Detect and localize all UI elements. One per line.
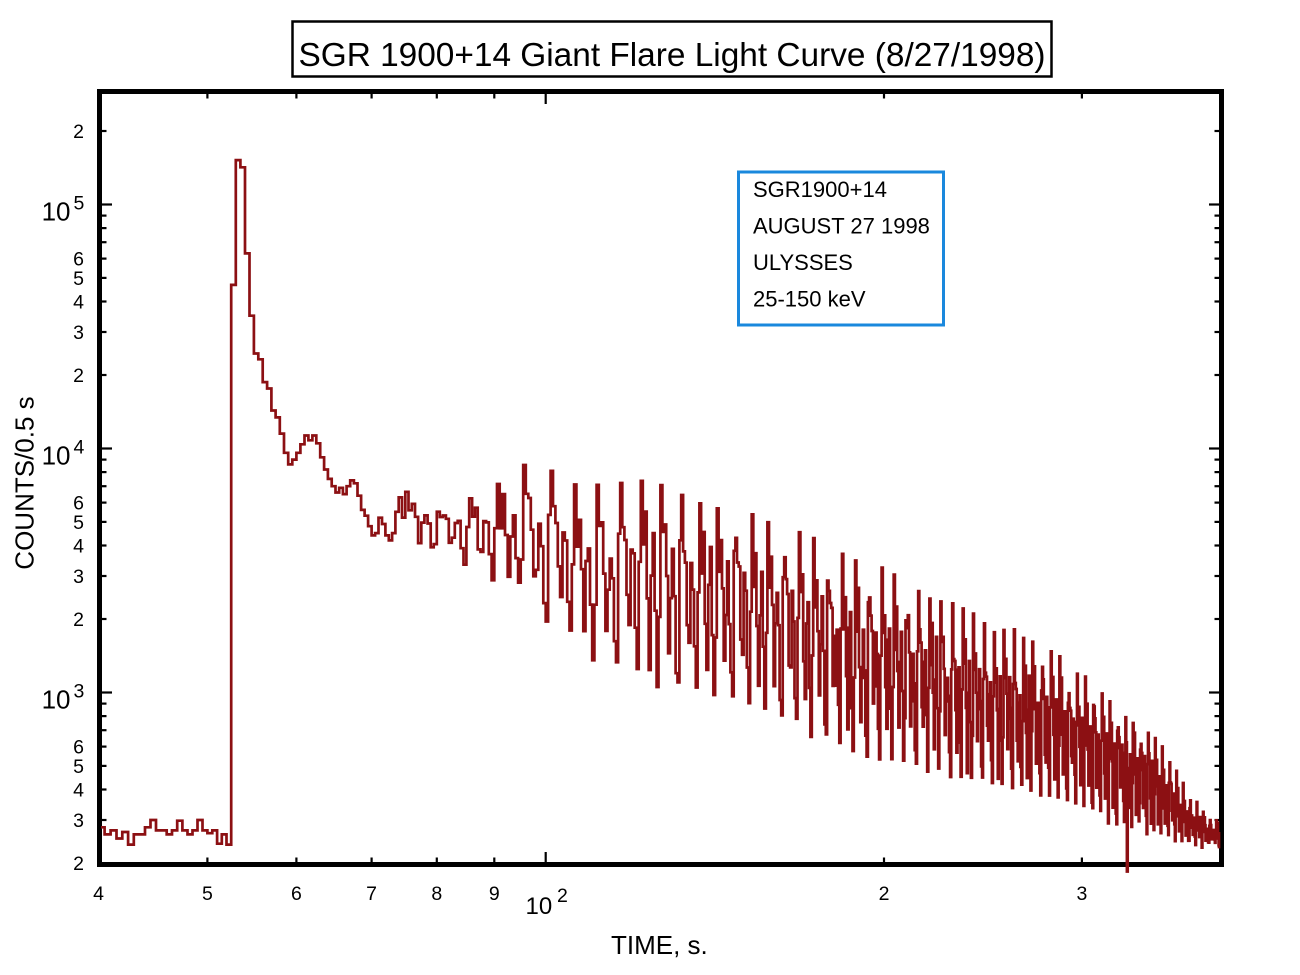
svg-text:4: 4: [73, 780, 84, 802]
svg-text:5: 5: [74, 193, 85, 215]
svg-text:5: 5: [73, 268, 84, 290]
svg-text:3: 3: [1076, 883, 1087, 905]
svg-text:5: 5: [73, 512, 84, 534]
svg-text:5: 5: [202, 883, 213, 905]
svg-text:10: 10: [42, 197, 71, 227]
svg-text:25-150 keV: 25-150 keV: [753, 287, 866, 312]
svg-text:10: 10: [42, 685, 71, 715]
svg-text:3: 3: [74, 681, 85, 703]
svg-text:10: 10: [42, 441, 71, 471]
svg-text:3: 3: [73, 810, 84, 832]
svg-text:4: 4: [73, 536, 84, 558]
svg-text:3: 3: [73, 322, 84, 344]
svg-text:4: 4: [74, 437, 85, 459]
svg-text:7: 7: [366, 883, 377, 905]
svg-text:6: 6: [73, 737, 84, 759]
svg-text:2: 2: [557, 885, 568, 907]
svg-text:SGR1900+14: SGR1900+14: [753, 177, 887, 202]
svg-text:ULYSSES: ULYSSES: [753, 250, 853, 275]
svg-text:SGR 1900+14 Giant Flare Light: SGR 1900+14 Giant Flare Light Curve (8/2…: [298, 37, 1045, 74]
svg-text:2: 2: [879, 883, 890, 905]
svg-text:8: 8: [431, 883, 442, 905]
svg-text:4: 4: [93, 883, 104, 905]
svg-text:9: 9: [489, 883, 500, 905]
svg-text:AUGUST 27 1998: AUGUST 27 1998: [753, 214, 930, 239]
svg-text:4: 4: [73, 292, 84, 314]
svg-text:2: 2: [73, 121, 84, 143]
svg-text:3: 3: [73, 566, 84, 588]
svg-text:5: 5: [73, 756, 84, 778]
svg-text:6: 6: [73, 493, 84, 515]
svg-text:TIME, s.: TIME, s.: [611, 930, 708, 960]
svg-text:10: 10: [526, 893, 553, 920]
svg-text:COUNTS/0.5 s: COUNTS/0.5 s: [10, 396, 40, 569]
svg-text:2: 2: [73, 853, 84, 875]
svg-text:2: 2: [73, 609, 84, 631]
svg-text:2: 2: [73, 365, 84, 387]
svg-text:6: 6: [291, 883, 302, 905]
svg-text:6: 6: [73, 249, 84, 271]
